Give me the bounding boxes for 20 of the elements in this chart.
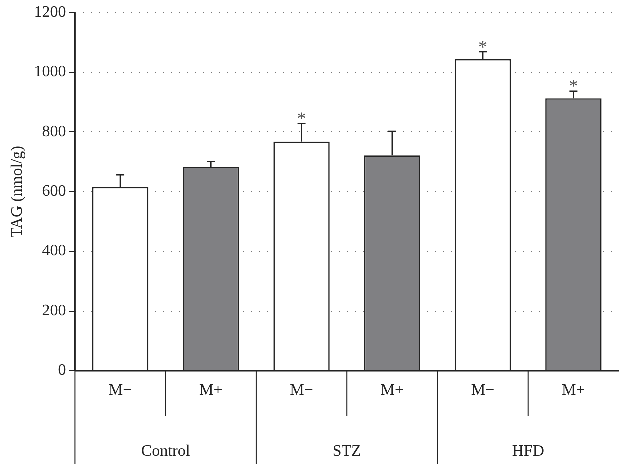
- data-label: *: [478, 36, 488, 57]
- y-tick-label: 600: [42, 183, 66, 200]
- y-axis-title: TAG (nmol/g): [8, 146, 26, 238]
- x-tick-label: M−: [471, 382, 495, 399]
- y-tick-label: 0: [58, 362, 66, 380]
- x-tick-label: M−: [290, 382, 314, 399]
- text: HFD: [512, 443, 544, 460]
- text: STZ: [332, 443, 362, 460]
- y-tick-label: 200: [42, 302, 66, 320]
- x-tick-label: M+: [200, 382, 223, 399]
- text: Control: [141, 443, 191, 460]
- y-tick-label: 800: [42, 123, 66, 140]
- x-tick-label: M+: [380, 382, 404, 399]
- y-tick-label: 1200: [34, 4, 66, 21]
- y-tick-label: 1000: [34, 64, 66, 81]
- data-label: *: [297, 108, 306, 128]
- x-tick-label: M−: [108, 382, 132, 399]
- data-label: *: [569, 76, 578, 96]
- y-tick-label: 400: [42, 242, 66, 260]
- x-tick-label: M+: [562, 382, 586, 399]
